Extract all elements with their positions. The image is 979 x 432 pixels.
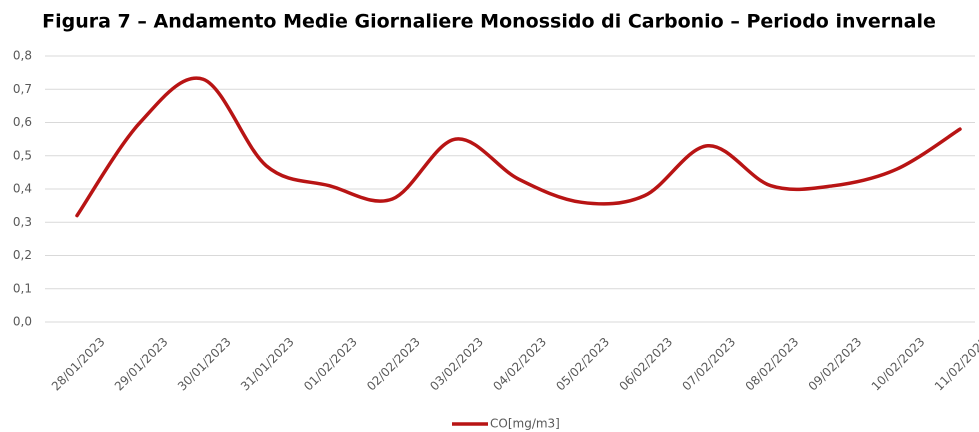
x-tick-label: 08/02/2023 bbox=[743, 335, 802, 394]
y-tick-label: 0,4 bbox=[13, 182, 32, 196]
x-tick-label: 09/02/2023 bbox=[806, 335, 865, 394]
x-tick-label: 07/02/2023 bbox=[679, 335, 738, 394]
y-tick-label: 0,8 bbox=[13, 49, 32, 63]
x-tick-label: 11/02/2023 bbox=[932, 335, 979, 394]
x-tick-label: 30/01/2023 bbox=[175, 335, 234, 394]
x-tick-label: 02/02/2023 bbox=[364, 335, 423, 394]
x-tick-label: 10/02/2023 bbox=[869, 335, 928, 394]
x-tick-label: 01/02/2023 bbox=[301, 335, 360, 394]
y-tick-label: 0,0 bbox=[13, 315, 32, 329]
y-tick-label: 0,6 bbox=[13, 115, 32, 129]
data-line bbox=[75, 76, 962, 218]
x-tick-label: 31/01/2023 bbox=[238, 335, 297, 394]
chart-title: Figura 7 – Andamento Medie Giornaliere M… bbox=[42, 11, 936, 33]
x-tick-label: 04/02/2023 bbox=[490, 335, 549, 394]
legend-label: CO[mg/m3] bbox=[490, 417, 560, 431]
y-tick-label: 0,7 bbox=[13, 82, 32, 96]
y-tick-label: 0,2 bbox=[13, 248, 32, 262]
y-tick-label: 0,5 bbox=[13, 148, 32, 162]
y-tick-label: 0,1 bbox=[13, 281, 32, 295]
x-tick-label: 29/01/2023 bbox=[112, 335, 171, 394]
x-tick-label: 28/01/2023 bbox=[49, 335, 108, 394]
x-tick-label: 06/02/2023 bbox=[616, 335, 675, 394]
x-tick-label: 03/02/2023 bbox=[427, 335, 486, 394]
y-tick-label: 0,3 bbox=[13, 215, 32, 229]
x-tick-label: 05/02/2023 bbox=[553, 335, 612, 394]
